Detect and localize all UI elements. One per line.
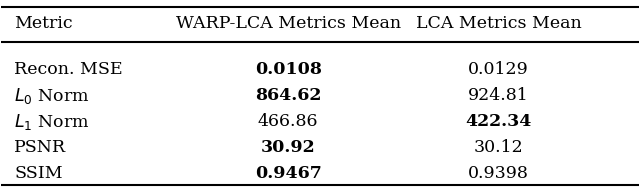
- Text: 466.86: 466.86: [258, 113, 318, 130]
- Text: Recon. MSE: Recon. MSE: [14, 61, 123, 78]
- Text: Metric: Metric: [14, 15, 73, 32]
- Text: SSIM: SSIM: [14, 165, 63, 182]
- Text: WARP-LCA Metrics Mean: WARP-LCA Metrics Mean: [175, 15, 401, 32]
- Text: 924.81: 924.81: [468, 87, 529, 104]
- Text: $L_1$ Norm: $L_1$ Norm: [14, 112, 90, 132]
- Text: 0.9398: 0.9398: [468, 165, 529, 182]
- Text: 30.12: 30.12: [474, 139, 524, 156]
- Text: PSNR: PSNR: [14, 139, 67, 156]
- Text: 0.0129: 0.0129: [468, 61, 529, 78]
- Text: 422.34: 422.34: [465, 113, 532, 130]
- Text: $L_0$ Norm: $L_0$ Norm: [14, 86, 90, 106]
- Text: 0.0108: 0.0108: [255, 61, 321, 78]
- Text: 30.92: 30.92: [261, 139, 316, 156]
- Text: 0.9467: 0.9467: [255, 165, 321, 182]
- Text: 864.62: 864.62: [255, 87, 321, 104]
- Text: LCA Metrics Mean: LCA Metrics Mean: [415, 15, 581, 32]
